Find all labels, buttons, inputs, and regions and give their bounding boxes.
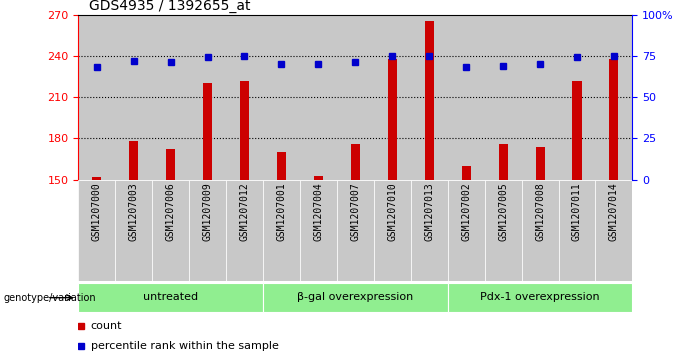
Bar [337, 15, 374, 180]
Text: GSM1207007: GSM1207007 [350, 183, 360, 241]
Bar [189, 15, 226, 180]
Bar [609, 58, 618, 180]
Bar [277, 152, 286, 180]
Text: GSM1207008: GSM1207008 [535, 183, 545, 241]
Bar [485, 15, 522, 180]
Bar [226, 15, 263, 180]
Bar [240, 81, 249, 180]
Bar [447, 180, 485, 281]
Text: GSM1207014: GSM1207014 [609, 183, 619, 241]
Bar [263, 180, 300, 281]
Bar [300, 15, 337, 180]
Bar [374, 180, 411, 281]
Text: count: count [90, 321, 122, 331]
Bar [263, 283, 447, 312]
Text: percentile rank within the sample: percentile rank within the sample [90, 341, 279, 351]
Text: GSM1207003: GSM1207003 [129, 183, 139, 241]
Text: GSM1207002: GSM1207002 [461, 183, 471, 241]
Text: Pdx-1 overexpression: Pdx-1 overexpression [480, 292, 600, 302]
Text: GSM1207001: GSM1207001 [276, 183, 286, 241]
Bar [536, 147, 545, 180]
Bar [337, 180, 374, 281]
Bar [351, 144, 360, 180]
Bar [166, 150, 175, 180]
Bar [498, 144, 507, 180]
Bar [558, 180, 596, 281]
Text: GSM1207009: GSM1207009 [203, 183, 213, 241]
Bar [411, 180, 447, 281]
Bar [314, 176, 323, 180]
Text: GSM1207010: GSM1207010 [387, 183, 397, 241]
Text: β-gal overexpression: β-gal overexpression [297, 292, 413, 302]
Text: GSM1207013: GSM1207013 [424, 183, 435, 241]
Bar [115, 180, 152, 281]
Text: untreated: untreated [143, 292, 198, 302]
Bar [263, 15, 300, 180]
Bar [425, 21, 434, 180]
Bar [92, 177, 101, 180]
Bar [203, 83, 212, 180]
Bar [596, 15, 632, 180]
Bar [78, 15, 115, 180]
Bar [78, 283, 263, 312]
Text: GDS4935 / 1392655_at: GDS4935 / 1392655_at [89, 0, 251, 13]
Bar [152, 15, 189, 180]
Bar [189, 180, 226, 281]
Bar [152, 180, 189, 281]
Text: GSM1207004: GSM1207004 [313, 183, 324, 241]
Text: GSM1207000: GSM1207000 [92, 183, 102, 241]
Text: GSM1207005: GSM1207005 [498, 183, 508, 241]
Bar [129, 141, 138, 180]
Bar [78, 180, 115, 281]
Bar [462, 166, 471, 180]
Text: GSM1207006: GSM1207006 [165, 183, 175, 241]
Bar [388, 58, 396, 180]
Bar [115, 15, 152, 180]
Bar [558, 15, 596, 180]
Bar [374, 15, 411, 180]
Text: GSM1207011: GSM1207011 [572, 183, 582, 241]
Text: GSM1207012: GSM1207012 [239, 183, 250, 241]
Bar [485, 180, 522, 281]
Bar [522, 180, 558, 281]
Bar [226, 180, 263, 281]
Bar [447, 15, 485, 180]
Bar [522, 15, 558, 180]
Bar [447, 283, 632, 312]
Text: genotype/variation: genotype/variation [3, 293, 96, 303]
Bar [411, 15, 447, 180]
Bar [300, 180, 337, 281]
Bar [596, 180, 632, 281]
Bar [573, 81, 581, 180]
